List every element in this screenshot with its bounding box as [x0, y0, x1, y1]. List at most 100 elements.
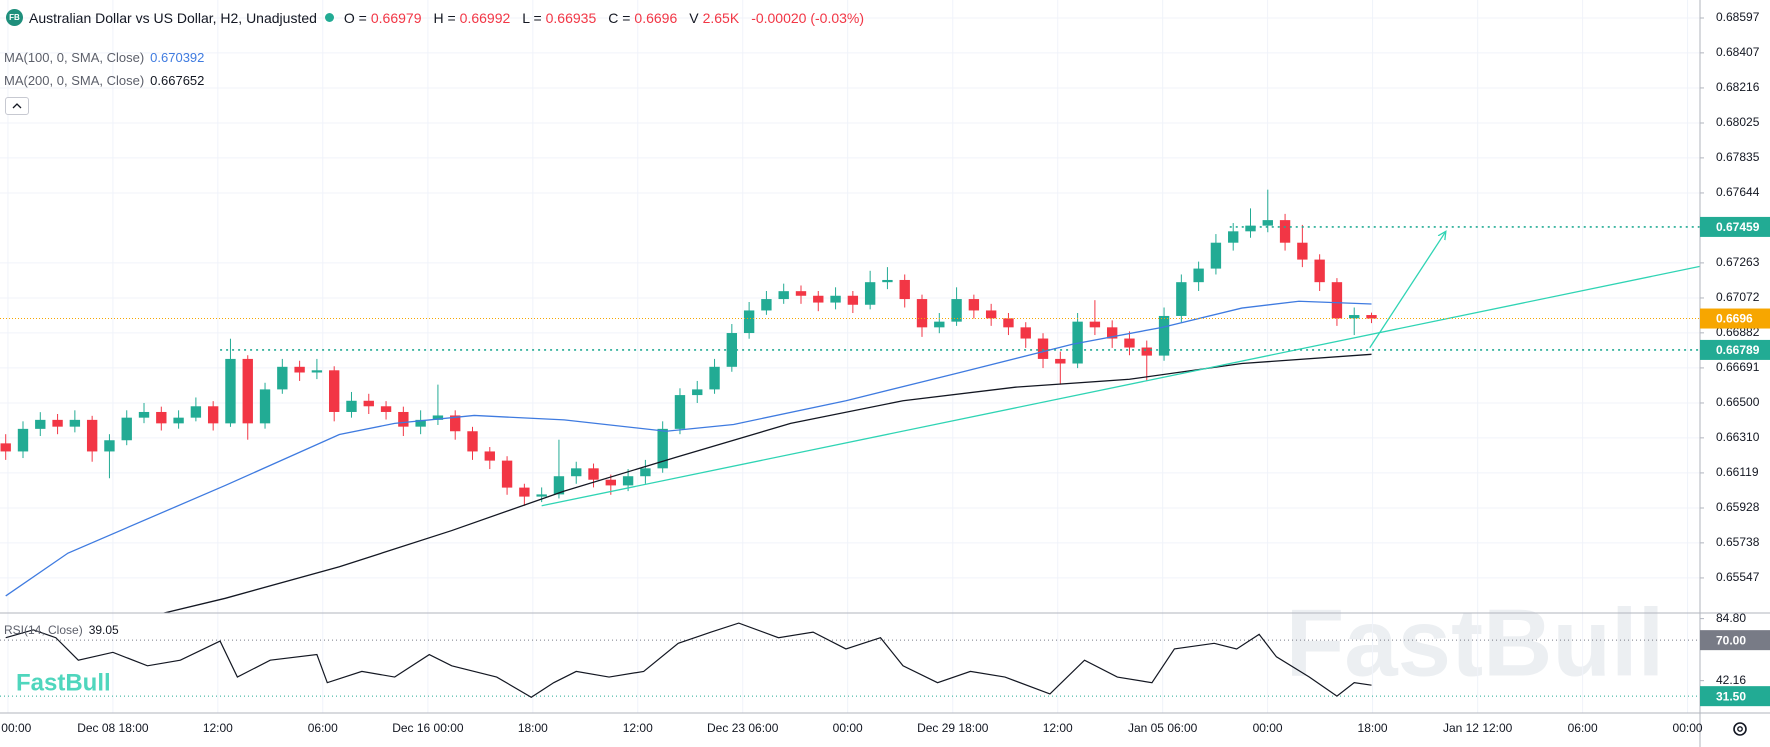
y-tick-label: 0.65928 [1716, 500, 1760, 514]
x-tick-label: 06:00 [308, 721, 338, 735]
rsi-legend: RSI(14, Close) 39.05 [4, 623, 119, 637]
series-line [5, 622, 1372, 698]
open-label: O = [343, 9, 367, 26]
candle-body [259, 389, 271, 424]
y-tick-label: 0.67263 [1716, 255, 1760, 269]
candle-body [346, 400, 357, 412]
brand-logo: FastBull [16, 669, 111, 696]
series-line [161, 353, 1372, 613]
candle-body [225, 358, 236, 424]
candle-body [1141, 347, 1152, 356]
high-label: H = [433, 9, 456, 26]
collapse-toggle[interactable] [5, 97, 29, 115]
candle-body [571, 468, 582, 477]
candle-body [450, 415, 461, 432]
axes: 05 00:00 Dec 08 18:00 12:00 06:00 Dec 16 00:… [0, 10, 1770, 735]
candle-body [795, 291, 807, 296]
symbol-title: Australian Dollar vs US Dollar, H2, Unad… [29, 9, 317, 26]
x-tick-label: Dec 23 06:00 [707, 721, 779, 735]
candle-body [709, 366, 720, 390]
y-tick-label: 0.66119 [1716, 465, 1759, 479]
x-tick-label: Dec 16 00:00 [392, 721, 464, 735]
candle-body [121, 417, 132, 441]
y-tick-label: 0.67072 [1716, 290, 1760, 304]
close-value: 0.6696 [634, 9, 678, 26]
open-value: 0.66979 [370, 9, 422, 26]
candle-body [242, 358, 253, 424]
y-tick-label: 0.67835 [1716, 150, 1760, 164]
arrow [1369, 231, 1446, 349]
x-tick-label: 18:00 [518, 721, 548, 735]
symbol-logo: FB [6, 9, 23, 26]
watermark: FastBull [1286, 589, 1665, 696]
candle-body [1176, 282, 1187, 316]
candle-body [104, 440, 115, 452]
x-tick-label: Jan 12 12:00 [1443, 721, 1513, 735]
y-tick-label: 0.66310 [1716, 430, 1760, 444]
y-tick-label: 84.80 [1716, 611, 1746, 625]
candle-body [1158, 315, 1170, 356]
candle-body [1193, 268, 1204, 283]
candle-body [519, 487, 530, 497]
candle-body [380, 406, 392, 412]
high-value: 0.66992 [459, 9, 511, 26]
level-label: 70.00 [1716, 633, 1746, 647]
candle-body [951, 299, 962, 322]
candle-body [1003, 318, 1014, 328]
candle-body [138, 411, 150, 418]
ma200-legend: MA(200, 0, SMA, Close) 0.667652 [4, 73, 204, 88]
candle-body [190, 406, 202, 418]
candle-body [432, 415, 444, 420]
candle-body [17, 428, 29, 452]
candle-body [968, 299, 980, 311]
candle-body [1089, 321, 1101, 328]
candle-body [1349, 315, 1360, 319]
x-tick-label: 00:00 [1673, 721, 1703, 735]
candle-body [622, 476, 634, 486]
volume-value: 2.65K [702, 9, 740, 26]
candle-body [813, 295, 824, 303]
x-tick-label: 12:00 [1043, 721, 1073, 735]
candle-body [1228, 231, 1239, 243]
candle-body [830, 295, 841, 303]
settings-icon[interactable] [1733, 722, 1747, 736]
candle-body [0, 443, 11, 452]
candle-body [605, 479, 616, 486]
x-tick-label: Dec 29 18:00 [917, 721, 989, 735]
y-tick-label: 0.68216 [1716, 80, 1760, 94]
candle-body [899, 279, 910, 300]
last-price-label: 0.6696 [1716, 312, 1753, 326]
level-label-box [1700, 630, 1770, 651]
candle-body [501, 460, 513, 488]
candle-body [156, 411, 167, 424]
candle-body [1245, 225, 1256, 232]
x-tick-label: 12:00 [203, 721, 233, 735]
level-label-box [1700, 686, 1770, 707]
candle-body [1331, 282, 1343, 319]
candle-body [467, 431, 478, 452]
candle-body [916, 299, 928, 328]
candle-body [657, 428, 668, 469]
x-tick-label: 00:00 [1253, 721, 1283, 735]
candle-body [847, 295, 859, 305]
candle-body [1106, 327, 1118, 339]
x-tick-label: Dec 08 18:00 [77, 721, 149, 735]
volume-label: V [689, 9, 699, 26]
candle-body [743, 310, 755, 334]
y-tick-label: 0.68407 [1716, 45, 1760, 59]
candle-body [277, 366, 288, 390]
y-tick-label: 0.65738 [1716, 535, 1760, 549]
y-tick-label: 42.16 [1716, 673, 1746, 687]
candle-body [1314, 259, 1325, 283]
candle-body [882, 279, 893, 283]
y-tick-label: 0.68025 [1716, 115, 1760, 129]
candle-body [207, 406, 219, 424]
candle-body [692, 389, 703, 396]
candle-body [640, 468, 651, 477]
x-tick-label: 06:00 [1568, 721, 1598, 735]
series-line [5, 300, 1372, 597]
candle-body [985, 310, 997, 319]
legend-value: 39.05 [88, 623, 119, 637]
candle-body [86, 419, 98, 452]
level-label-box [1700, 216, 1770, 237]
